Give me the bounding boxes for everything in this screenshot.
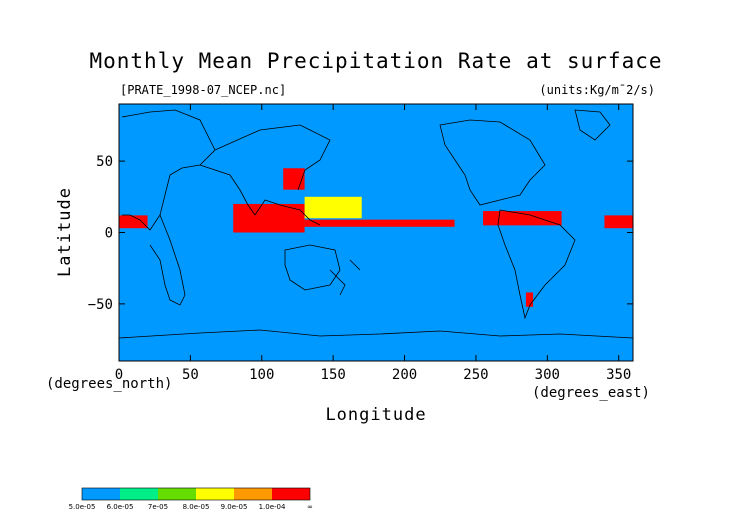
x-tick-label: 100: [249, 367, 274, 383]
x-tick-label: 150: [321, 367, 346, 383]
x-tick-label: 250: [463, 367, 488, 383]
precip-region: [283, 168, 305, 190]
precip-region: [233, 203, 305, 233]
precip-region: [304, 219, 455, 227]
coastlines: [118, 109, 634, 339]
precip-region: [604, 215, 633, 229]
y-tick-label: 50: [96, 154, 113, 170]
colorbar: 5.0e-05 6.0e-05 7e-05 8.0e-05 9.0e-05 1.0e-04…: [69, 487, 313, 511]
colorbar-label: 1.0e-04: [259, 503, 286, 511]
y-tick-label: 0: [105, 226, 113, 242]
precip-region: [119, 215, 148, 229]
x-tick-label: 200: [392, 367, 417, 383]
precip-regions: [119, 168, 633, 307]
precip-region: [304, 196, 362, 219]
colorbar-label: 7e-05: [148, 503, 168, 511]
chart-title: Monthly Mean Precipitation Rate at surfa…: [89, 49, 662, 73]
colorbar-segment: [196, 488, 234, 500]
y-axis-ticks: 50 0 −50: [88, 154, 633, 313]
x-axis-label: Longitude: [325, 405, 426, 425]
precip-region: [525, 292, 534, 307]
colorbar-label: 8.0e-05: [183, 503, 210, 511]
x-tick-label: 300: [535, 367, 560, 383]
precip-region: [483, 211, 562, 226]
x-unit-label: (degrees_east): [532, 385, 650, 401]
y-unit-label: (degrees_north): [46, 376, 172, 392]
x-tick-label: 350: [606, 367, 631, 383]
colorbar-segment: [158, 488, 196, 500]
colorbar-label: 6.0e-05: [107, 503, 134, 511]
colorbar-frame: [81, 487, 311, 501]
y-axis-label: Latitude: [55, 187, 75, 277]
units-label: (units:Kg/m¯2/s): [539, 83, 655, 97]
map-area: 0 50 100 150 200 250 300 350 50 0 −50: [88, 103, 634, 383]
colorbar-label: ∞: [307, 503, 313, 511]
x-axis-ticks: 0 50 100 150 200 250 300 350: [115, 104, 631, 383]
y-tick-label: −50: [88, 297, 113, 313]
x-tick-label: 0: [115, 367, 123, 383]
colorbar-segment: [82, 488, 120, 500]
colorbar-label: 5.0e-05: [69, 503, 96, 511]
colorbar-segment: [120, 488, 158, 500]
file-label: [PRATE_1998-07_NCEP.nc]: [120, 83, 286, 97]
colorbar-label: 9.0e-05: [221, 503, 248, 511]
colorbar-segment: [234, 488, 272, 500]
map-background: [119, 104, 633, 361]
colorbar-segment: [272, 488, 310, 500]
x-tick-label: 50: [182, 367, 199, 383]
